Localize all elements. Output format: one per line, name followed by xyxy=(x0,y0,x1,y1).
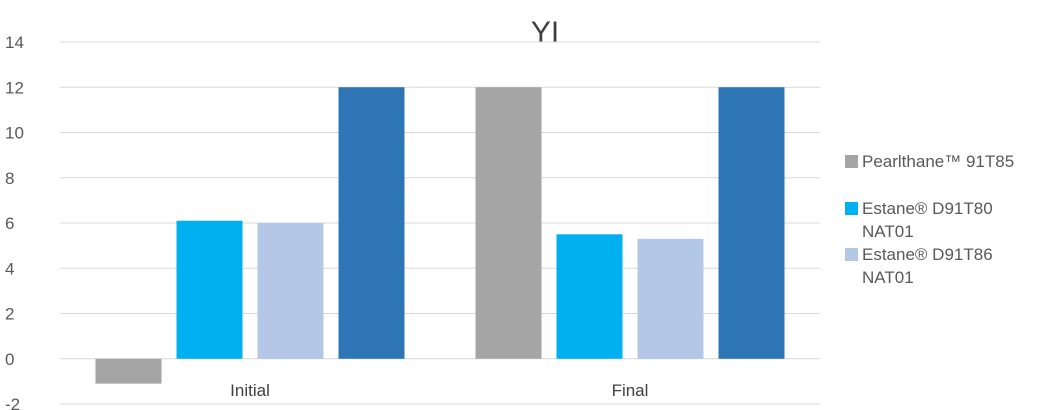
bars xyxy=(95,87,785,384)
y-tick-label: 10 xyxy=(5,124,24,143)
y-tick-label: 12 xyxy=(5,78,24,97)
category-label: Final xyxy=(612,381,649,400)
bar xyxy=(95,358,162,384)
chart-title: YI xyxy=(531,16,559,49)
y-tick-label: 14 xyxy=(5,33,24,52)
legend-item: Estane® D91T80 NAT01 xyxy=(845,197,1045,243)
y-tick-label: 8 xyxy=(5,169,14,188)
legend-label: Pearlthane™ 91T85 xyxy=(862,152,1015,171)
legend-swatch xyxy=(845,248,858,261)
legend-label: Estane® D91T86 NAT01 xyxy=(862,245,993,287)
legend-label: Estane® D91T80 NAT01 xyxy=(862,199,993,241)
y-tick-label: 6 xyxy=(5,214,14,233)
y-tick-label: 2 xyxy=(5,305,14,324)
bar xyxy=(556,234,623,359)
legend-swatch xyxy=(845,202,858,215)
bar xyxy=(475,87,542,359)
bar xyxy=(338,87,405,359)
legend: Pearlthane™ 91T85 Estane® D91T80 NAT01 Est… xyxy=(845,150,1045,289)
gridlines xyxy=(60,41,820,405)
legend-item: Estane® D91T86 NAT01 xyxy=(845,243,1045,289)
bar xyxy=(637,238,704,359)
legend-item: Pearlthane™ 91T85 xyxy=(845,150,1045,173)
category-label: Initial xyxy=(230,381,270,400)
bar xyxy=(718,87,785,359)
y-tick-label: 4 xyxy=(5,259,14,278)
y-tick-label: -2 xyxy=(5,395,20,410)
bar xyxy=(176,220,243,359)
y-tick-label: 0 xyxy=(5,350,14,369)
legend-swatch xyxy=(845,155,858,168)
category-labels: Initial Final xyxy=(230,381,648,400)
bar xyxy=(257,223,324,359)
y-axis-ticks: -2 0 2 4 6 8 10 12 14 xyxy=(5,33,24,410)
